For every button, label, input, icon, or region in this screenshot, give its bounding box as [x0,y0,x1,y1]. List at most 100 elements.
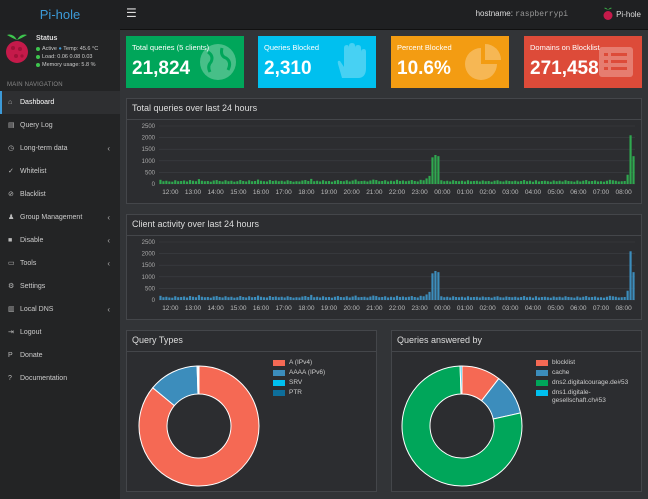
bar[interactable] [558,296,561,300]
bar[interactable] [620,181,623,184]
bar[interactable] [475,180,478,184]
bar[interactable] [310,178,313,184]
bar[interactable] [316,296,319,300]
bar[interactable] [239,180,242,184]
sidebar-item-disable[interactable]: ■ Disable ‹ [0,229,120,252]
bar[interactable] [345,296,348,300]
bar[interactable] [227,181,230,184]
bar[interactable] [463,181,467,184]
bar[interactable] [390,296,393,300]
bar[interactable] [576,296,579,300]
bar[interactable] [591,180,594,184]
bar[interactable] [505,296,508,300]
bar[interactable] [460,296,464,300]
bar[interactable] [301,296,304,300]
bar[interactable] [431,157,434,184]
bar[interactable] [605,180,608,184]
bar[interactable] [446,180,449,184]
bar[interactable] [378,181,381,184]
bar[interactable] [496,180,499,184]
bar[interactable] [552,180,555,184]
bar[interactable] [561,297,564,300]
bar[interactable] [180,180,183,184]
bar[interactable] [236,297,239,300]
sidebar-item-long-term-data[interactable]: ◷ Long-term data ‹ [0,137,120,160]
bar[interactable] [419,295,422,300]
bar[interactable] [254,180,257,184]
bar[interactable] [434,155,437,184]
sidebar-item-query-log[interactable]: ▤ Query Log [0,114,120,137]
bar[interactable] [197,295,200,300]
bar[interactable] [605,296,608,300]
bar[interactable] [576,180,579,184]
bar[interactable] [171,297,174,300]
bar[interactable] [466,180,470,184]
bar[interactable] [215,180,218,184]
bar[interactable] [218,180,221,184]
bar[interactable] [626,290,629,300]
bar[interactable] [165,180,168,184]
bar[interactable] [620,297,623,300]
bar[interactable] [458,297,461,300]
bar[interactable] [567,296,570,300]
bar[interactable] [632,272,635,300]
bar[interactable] [342,297,345,300]
legend-item[interactable]: AAAA (IPv6) [273,369,373,379]
bar[interactable] [381,180,384,184]
bar[interactable] [599,297,603,300]
bar[interactable] [599,181,603,184]
bar[interactable] [534,180,538,184]
bar[interactable] [585,296,588,300]
bar[interactable] [401,296,404,300]
sidebar-item-whitelist[interactable]: ✓ Whitelist [0,160,120,183]
bar[interactable] [395,295,399,300]
sidebar-item-documentation[interactable]: ? Documentation [0,367,120,390]
bar[interactable] [324,297,328,300]
bar[interactable] [310,294,313,300]
bar[interactable] [517,181,520,184]
bar[interactable] [268,180,271,184]
legend-item[interactable]: cache [536,369,640,379]
bar[interactable] [523,180,526,184]
bar[interactable] [632,156,635,184]
bar[interactable] [203,181,206,184]
stat-box-queries-blocked[interactable]: Queries Blocked 2,310 [258,36,376,88]
sidebar-item-logout[interactable]: ⇥ Logout [0,321,120,344]
bar[interactable] [570,297,573,300]
bar[interactable] [289,296,292,300]
bar[interactable] [410,296,413,300]
bar[interactable] [490,181,493,184]
bar[interactable] [298,181,301,184]
bar[interactable] [304,296,307,300]
bar[interactable] [168,297,171,300]
bar[interactable] [537,181,540,184]
bar[interactable] [481,296,484,300]
bar[interactable] [591,296,594,300]
bar[interactable] [413,296,416,300]
bar[interactable] [517,297,520,300]
bar[interactable] [469,181,472,184]
bar[interactable] [478,181,481,184]
bar[interactable] [493,180,496,184]
bar[interactable] [274,180,277,184]
bar[interactable] [617,297,620,300]
bar[interactable] [520,296,523,300]
bar[interactable] [239,296,242,300]
bar[interactable] [259,180,263,184]
bar[interactable] [392,181,396,184]
sidebar-item-dashboard[interactable]: ⌂ Dashboard [0,91,120,114]
bar[interactable] [289,180,292,184]
bar[interactable] [280,180,283,184]
slice-dns2-digitalcourage-de-53[interactable] [401,365,523,487]
legend-item[interactable]: PTR [273,389,373,399]
bar[interactable] [286,296,289,300]
bar[interactable] [209,297,212,300]
bar[interactable] [579,181,582,184]
bar[interactable] [230,180,233,184]
bar[interactable] [534,296,538,300]
bar[interactable] [333,296,336,300]
bar[interactable] [369,296,372,300]
bar[interactable] [330,297,334,300]
bar[interactable] [245,181,248,184]
bar[interactable] [528,296,532,300]
